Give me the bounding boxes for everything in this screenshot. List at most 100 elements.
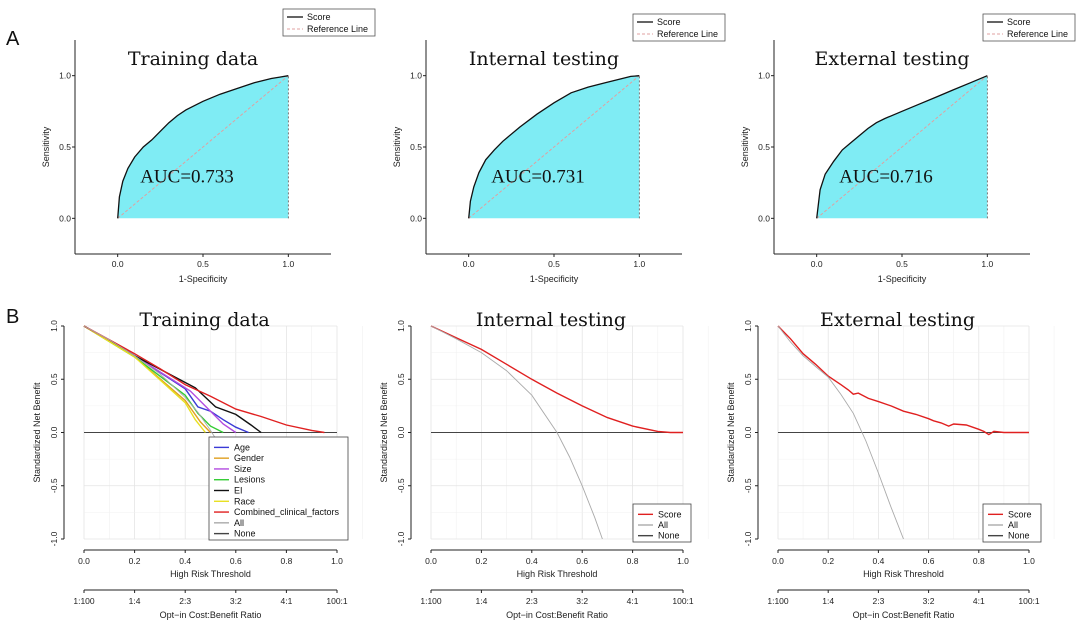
y-axis-title: Sensitivity (41, 126, 51, 167)
chart-title: External testing (815, 48, 970, 70)
x-tick-label: 0.2 (475, 556, 487, 566)
chart-title: Internal testing (469, 48, 619, 70)
y-tick-label: 0.0 (743, 426, 753, 438)
series-line-race (83, 325, 206, 433)
legend-label: Gender (234, 453, 264, 463)
legend-label: Reference Line (1007, 29, 1068, 39)
legend-label: Score (657, 17, 681, 27)
x2-tick-label: 2:3 (526, 596, 538, 606)
x-tick-label: 1.0 (981, 259, 993, 269)
x-tick-label: 0.5 (548, 259, 560, 269)
roc-chart-internal: 0.0 0.0 0.5 0.5 1.0 1.0 1-Specificity Sensitivi… (392, 13, 726, 284)
x2-axis-title: Opt−in Cost:Benefit Ratio (853, 610, 955, 620)
x-tick-label: 0.0 (78, 556, 90, 566)
x-tick-label: 0.8 (280, 556, 292, 566)
x-axis-title: High Risk Threshold (170, 569, 251, 579)
y-tick-label: -1.0 (743, 531, 753, 546)
y-tick-label: 0.0 (396, 426, 406, 438)
x-axis-title: High Risk Threshold (863, 569, 944, 579)
legend: Score Reference Line (282, 8, 376, 37)
series-line-all (430, 325, 603, 539)
x-tick-label: 0.8 (973, 556, 985, 566)
x-tick-label: 1.0 (331, 556, 343, 566)
legend-box (982, 13, 1076, 42)
y-tick-label: -1.0 (396, 531, 406, 546)
y-tick-label: 0.5 (59, 142, 71, 152)
panel-label-a: A (6, 28, 20, 50)
x-tick-label: 1.0 (282, 259, 294, 269)
x-tick-label: 0.0 (425, 556, 437, 566)
x2-tick-label: 4:1 (280, 596, 292, 606)
x-tick-label: 0.6 (230, 556, 242, 566)
y-tick-label: 0.5 (410, 142, 422, 152)
y-axis-title: Sensitivity (392, 126, 402, 167)
legend-label: Score (658, 509, 682, 519)
series-group (430, 325, 683, 539)
x2-tick-label: 3:2 (576, 596, 588, 606)
x2-tick-label: 1:100 (73, 596, 95, 606)
y-tick-label: 1.0 (758, 71, 770, 81)
x-tick-label: 0.0 (463, 259, 475, 269)
legend-label: Lesions (234, 475, 266, 485)
x-axis-title: 1-Specificity (530, 274, 579, 284)
x2-tick-label: 2:3 (179, 596, 191, 606)
x-tick-label: 0.0 (772, 556, 784, 566)
y-tick-label: 0.5 (396, 373, 406, 385)
y-tick-label: 0.0 (59, 213, 71, 223)
x2-axis-title: Opt−in Cost:Benefit Ratio (506, 610, 608, 620)
x2-tick-label: 1:100 (420, 596, 442, 606)
x2-tick-label: 1:4 (822, 596, 834, 606)
y-tick-label: 0.0 (49, 426, 59, 438)
legend-label: Size (234, 464, 252, 474)
x-tick-label: 0.0 (112, 259, 124, 269)
chart-title: Training data (128, 48, 258, 70)
x-tick-label: 0.5 (197, 259, 209, 269)
x2-tick-label: 4:1 (627, 596, 639, 606)
legend-label: Score (1007, 17, 1031, 27)
series-line-all (777, 325, 904, 539)
reference-line (117, 75, 289, 219)
y-tick-label: 0.0 (410, 213, 422, 223)
y-tick-label: 0.5 (743, 373, 753, 385)
y-tick-label: -1.0 (49, 531, 59, 546)
x2-tick-label: 1:100 (767, 596, 789, 606)
x2-tick-label: 100:1 (672, 596, 694, 606)
y-tick-label: -0.5 (49, 478, 59, 493)
y-tick-label: 1.0 (396, 320, 406, 332)
dca-chart-external: 0.0 1:100 0.2 1:4 0.4 2:3 0.6 3:2 0.8 4:1 1.0 100:1… (726, 309, 1055, 620)
legend: AgeGenderSizeLesionsEIRaceCombined_clini… (208, 436, 349, 541)
x-axis-title: 1-Specificity (878, 274, 927, 284)
legend-label: All (234, 518, 244, 528)
panel-label-b: B (6, 306, 19, 328)
y-tick-label: 1.0 (59, 71, 71, 81)
series-group (83, 325, 337, 476)
series-line-score (777, 325, 1029, 436)
x-tick-label: 0.4 (526, 556, 538, 566)
x-tick-label: 0.2 (129, 556, 141, 566)
legend-label: Reference Line (307, 24, 368, 34)
x2-tick-label: 4:1 (973, 596, 985, 606)
y-tick-label: 0.5 (758, 142, 770, 152)
y-tick-label: 0.0 (758, 213, 770, 223)
y-tick-label: -0.5 (743, 478, 753, 493)
auc-annotation: AUC=0.733 (140, 167, 234, 188)
y-axis-title: Standardized Net Benefit (726, 382, 736, 483)
legend: Score Reference Line (982, 13, 1076, 42)
x2-tick-label: 1:4 (129, 596, 141, 606)
x-axis-title: High Risk Threshold (517, 569, 598, 579)
reference-line (468, 75, 640, 219)
x-tick-label: 1.0 (1023, 556, 1035, 566)
x2-axis-title: Opt−in Cost:Benefit Ratio (160, 610, 262, 620)
reference-line (816, 75, 988, 219)
x-tick-label: 0.2 (822, 556, 834, 566)
x-tick-label: 0.4 (872, 556, 884, 566)
y-tick-label: 1.0 (410, 71, 422, 81)
x-tick-label: 0.0 (811, 259, 823, 269)
roc-score-curve (816, 75, 988, 219)
x-tick-label: 1.0 (677, 556, 689, 566)
y-axis-title: Sensitivity (740, 126, 750, 167)
y-axis-title: Standardized Net Benefit (32, 382, 42, 483)
series-line-combined-clinical-factors (83, 325, 325, 434)
legend-label: Score (307, 12, 331, 22)
